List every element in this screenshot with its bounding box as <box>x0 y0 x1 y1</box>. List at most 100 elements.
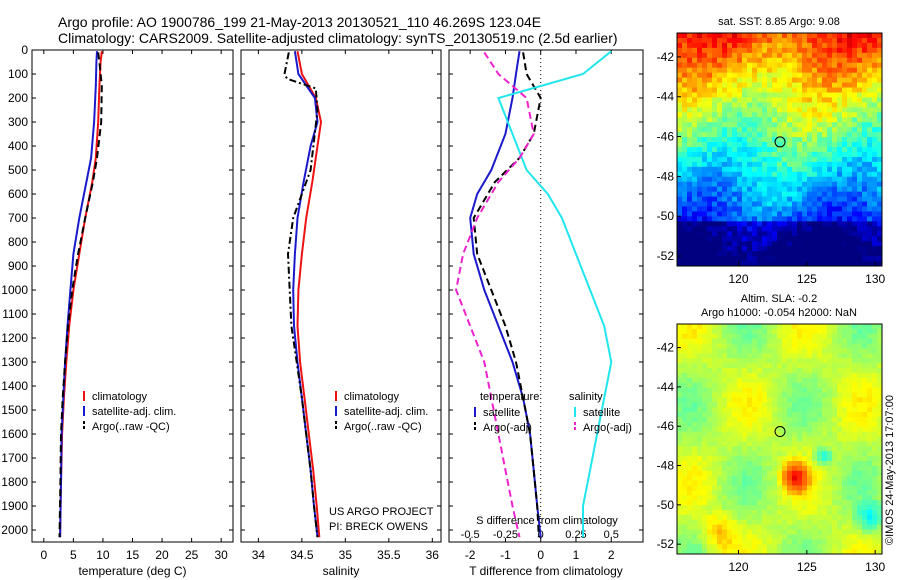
map-cell <box>727 256 733 262</box>
map-cell <box>782 549 788 554</box>
map-cell <box>732 387 738 394</box>
map-cell <box>747 33 753 39</box>
map-cell <box>867 431 873 438</box>
map-cell <box>702 392 708 398</box>
map-cell <box>872 368 878 374</box>
map-cell <box>862 416 868 423</box>
map-cell <box>847 363 853 369</box>
map-cell <box>752 436 758 443</box>
map-cell <box>822 117 828 123</box>
map-cell <box>767 241 773 247</box>
map-y-tick-label: -48 <box>657 459 675 473</box>
map-cell <box>742 392 748 398</box>
map-cell <box>842 147 848 153</box>
map-cell <box>772 368 778 374</box>
map-cell <box>762 112 768 118</box>
map-cell <box>732 456 738 462</box>
map-cell <box>722 421 728 428</box>
map-cell <box>757 500 763 506</box>
map-cell <box>757 324 763 330</box>
map-cell <box>737 117 743 123</box>
map-cell <box>782 456 788 462</box>
map-cell <box>712 102 718 108</box>
map-cell <box>682 211 688 218</box>
map-cell <box>807 514 813 521</box>
map-cell <box>827 441 833 447</box>
map-cell <box>847 441 853 447</box>
map-cell <box>762 500 768 506</box>
map-cell <box>877 534 882 540</box>
map-cell <box>802 495 808 501</box>
map-cell <box>717 137 723 143</box>
map-cell <box>802 534 808 540</box>
map-cell <box>817 181 823 188</box>
map-cell <box>717 353 723 359</box>
map-cell <box>702 132 708 138</box>
map-cell <box>777 470 783 477</box>
map-cell <box>677 107 683 113</box>
map-cell <box>702 107 708 113</box>
map-cell <box>822 328 828 335</box>
map-cell <box>742 353 748 359</box>
map-cell <box>802 465 808 472</box>
map-cell <box>787 246 793 252</box>
map-cell <box>867 534 873 540</box>
map-cell <box>787 397 793 403</box>
map-cell <box>747 465 753 472</box>
map-cell <box>732 470 738 477</box>
map-cell <box>772 147 778 153</box>
map-cell <box>767 328 773 335</box>
sla-map <box>677 324 882 554</box>
map-cell <box>782 107 788 113</box>
map-cell <box>782 201 788 208</box>
map-cell <box>832 201 838 208</box>
map-cell <box>847 387 853 394</box>
map-cell <box>702 465 708 472</box>
map-cell <box>877 171 882 178</box>
map-cell <box>787 480 793 487</box>
map-cell <box>862 505 868 511</box>
map-cell <box>732 524 738 531</box>
map-cell <box>747 387 753 394</box>
map-cell <box>817 343 823 350</box>
map-cell <box>787 353 793 359</box>
map-cell <box>802 166 808 173</box>
map-cell <box>817 456 823 462</box>
map-cell <box>807 87 813 94</box>
map-cell <box>697 465 703 472</box>
x-tick-label: 20 <box>155 548 169 562</box>
map-cell <box>737 426 743 433</box>
map-cell <box>857 490 863 496</box>
map-cell <box>737 241 743 247</box>
map-cell <box>852 102 858 108</box>
map-cell <box>867 421 873 428</box>
map-cell <box>857 151 863 158</box>
map-cell <box>842 112 848 118</box>
map-cell <box>707 206 713 213</box>
map-cell <box>772 156 778 163</box>
map-cell <box>677 166 683 173</box>
map-cell <box>847 127 853 133</box>
map-cell <box>822 151 828 158</box>
map-cell <box>692 451 698 457</box>
map-cell <box>852 161 858 168</box>
map-cell <box>707 97 713 104</box>
map-cell <box>687 171 693 178</box>
map-cell <box>872 42 878 49</box>
map-cell <box>767 216 773 222</box>
map-cell <box>762 122 768 128</box>
map-cell <box>742 33 748 39</box>
map-cell <box>712 62 718 69</box>
map-cell <box>717 52 723 59</box>
map-cell <box>722 333 728 340</box>
map-cell <box>752 382 758 389</box>
map-cell <box>842 343 848 350</box>
map-cell <box>767 324 773 330</box>
map-cell <box>812 338 818 345</box>
map-cell <box>817 241 823 247</box>
map-cell <box>817 382 823 389</box>
map-cell <box>782 333 788 340</box>
map-cell <box>832 397 838 403</box>
map-cell <box>847 201 853 208</box>
map-cell <box>877 485 882 491</box>
